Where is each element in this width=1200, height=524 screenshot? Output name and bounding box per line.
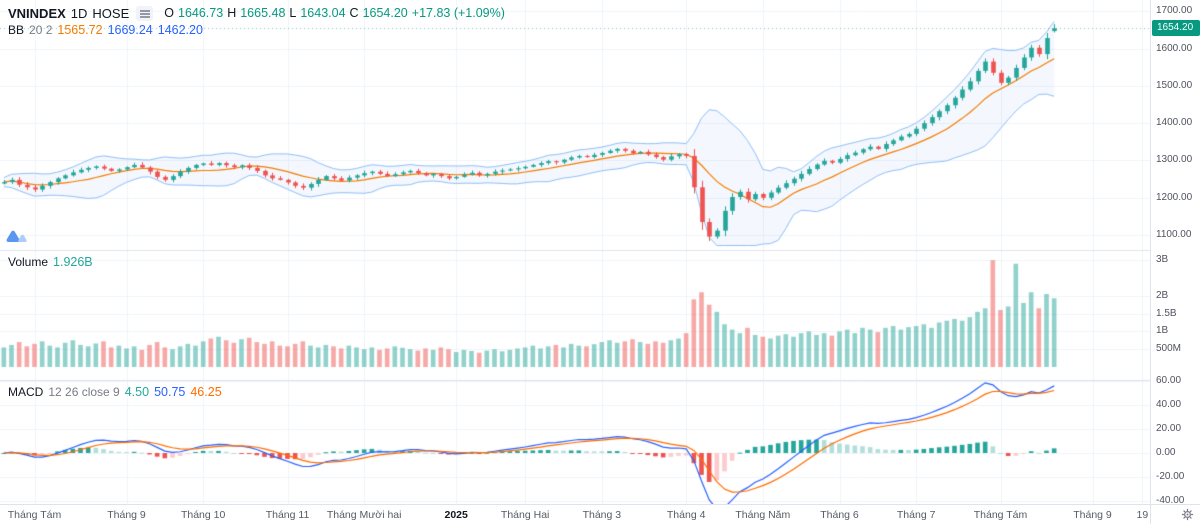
menu-lines-icon [139, 9, 150, 18]
low-label: L [289, 6, 297, 20]
symbol-name[interactable]: VNINDEX [8, 6, 66, 21]
axis-tick-label: 1300.00 [1156, 154, 1193, 166]
time-axis-label: Tháng Tám [7, 509, 62, 521]
close-value: 1654.20 [362, 6, 408, 20]
chart-canvas[interactable] [0, 0, 1150, 504]
axis-tick-label: 20.00 [1156, 423, 1182, 434]
exchange-label[interactable]: HOSE [92, 6, 130, 21]
price-axis[interactable]: 1654.20 1700.00 1600.00 1500.00 1400.00 1300… [1150, 0, 1200, 504]
macd-indicator-label[interactable]: MACD [8, 385, 44, 399]
axis-tick-label: 3B [1156, 254, 1169, 266]
high-value: 1665.48 [240, 6, 286, 20]
axis-tick-label: 1100.00 [1156, 229, 1192, 241]
high-label: H [227, 6, 237, 20]
time-axis-label: 2025 [444, 509, 468, 521]
time-axis-label: Tháng 3 [582, 509, 622, 521]
macd-params: 12 26 close 9 [48, 385, 120, 399]
volume-value: 1.926B [53, 255, 93, 269]
macd-line-value: 50.75 [154, 385, 186, 399]
bb-upper-value: 1669.24 [107, 23, 153, 37]
axis-tick-label: -40.00 [1156, 495, 1185, 504]
series-menu-button[interactable] [136, 6, 154, 21]
last-price-badge: 1654.20 [1152, 20, 1200, 37]
bb-basis-value: 1565.72 [57, 23, 103, 37]
exchange-logo-icon [6, 228, 30, 249]
macd-signal-value: 46.25 [190, 385, 222, 399]
low-value: 1643.04 [300, 6, 346, 20]
axis-tick-label: 1700.00 [1156, 5, 1193, 17]
axis-tick-label: -20.00 [1156, 471, 1185, 482]
axis-tick-label: 1500.00 [1156, 79, 1193, 91]
time-axis-label: Tháng 9 [1073, 509, 1112, 521]
time-axis-label: Tháng Năm [735, 509, 791, 521]
time-axis-label: Tháng Mười hai [326, 509, 402, 521]
time-axis-label: Tháng 10 [180, 509, 226, 521]
axis-tick-label: 0.00 [1156, 447, 1176, 458]
change-value: +17.83 (+1.09%) [411, 6, 505, 20]
axis-tick-label: 60.00 [1156, 375, 1182, 386]
axis-corner [1150, 504, 1200, 524]
time-axis-label: Tháng 11 [265, 509, 310, 521]
time-axis-label: Tháng Hai [500, 509, 550, 521]
axis-tick-label: 1400.00 [1156, 117, 1193, 129]
axis-tick-label: 1600.00 [1156, 42, 1193, 54]
time-axis-label: Tháng 6 [820, 509, 859, 521]
macd-pane-legend: MACD 12 26 close 9 4.50 50.75 46.25 [8, 384, 222, 401]
axis-tick-label: 2B [1156, 289, 1169, 301]
bb-lower-value: 1462.20 [157, 23, 203, 37]
macd-hist-value: 4.50 [124, 385, 150, 399]
axis-tick-label: 40.00 [1156, 399, 1182, 410]
time-axis-label: Tháng 9 [107, 509, 146, 521]
bb-params: 20 2 [29, 23, 53, 37]
bb-indicator-label[interactable]: BB [8, 23, 25, 37]
axis-tick-label: 1B [1156, 325, 1169, 337]
time-axis-label: Tháng Tám [973, 509, 1028, 521]
open-value: 1646.73 [178, 6, 224, 20]
volume-indicator-label[interactable]: Volume [8, 255, 49, 269]
time-axis[interactable]: Tháng Tám Tháng 9 Tháng 10 Tháng 11 Tháng Mư… [0, 504, 1150, 524]
close-label: C [349, 6, 359, 20]
time-axis-label: 19 [1136, 509, 1149, 521]
interval-label[interactable]: 1D [70, 6, 88, 21]
time-axis-label: Tháng 7 [896, 509, 936, 521]
volume-pane-legend: Volume 1.926B [8, 254, 93, 271]
axis-tick-label: 1.5B [1156, 307, 1177, 319]
axis-tick-label: 500M [1156, 343, 1182, 355]
open-label: O [164, 6, 174, 20]
ohlc-readout: O 1646.73 H 1665.48 L 1643.04 C 1654.20 … [164, 5, 505, 22]
price-pane-legend: VNINDEX 1D HOSE O 1646.73 H 1665.48 L 16… [8, 5, 505, 39]
time-axis-label: Tháng 4 [666, 509, 706, 521]
axis-tick-label: 1200.00 [1156, 191, 1193, 203]
settings-gear-icon[interactable] [1181, 508, 1194, 521]
